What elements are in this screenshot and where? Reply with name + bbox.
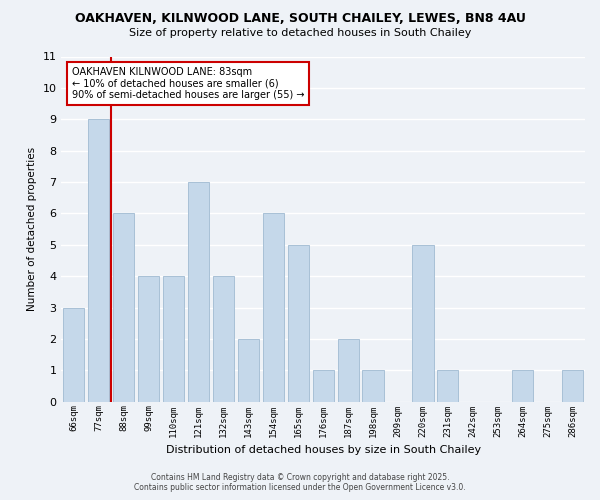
- Bar: [188, 182, 209, 402]
- Bar: [263, 214, 284, 402]
- Bar: [163, 276, 184, 402]
- Bar: [213, 276, 234, 402]
- Text: OAKHAVEN KILNWOOD LANE: 83sqm
← 10% of detached houses are smaller (6)
90% of se: OAKHAVEN KILNWOOD LANE: 83sqm ← 10% of d…: [72, 67, 304, 100]
- Bar: [437, 370, 458, 402]
- Bar: [287, 245, 309, 402]
- Bar: [412, 245, 434, 402]
- Bar: [238, 339, 259, 402]
- Bar: [113, 214, 134, 402]
- Text: Contains HM Land Registry data © Crown copyright and database right 2025.
Contai: Contains HM Land Registry data © Crown c…: [134, 473, 466, 492]
- Bar: [338, 339, 359, 402]
- Bar: [562, 370, 583, 402]
- Bar: [138, 276, 159, 402]
- Text: OAKHAVEN, KILNWOOD LANE, SOUTH CHAILEY, LEWES, BN8 4AU: OAKHAVEN, KILNWOOD LANE, SOUTH CHAILEY, …: [74, 12, 526, 26]
- Y-axis label: Number of detached properties: Number of detached properties: [27, 147, 37, 311]
- Bar: [63, 308, 85, 402]
- Bar: [512, 370, 533, 402]
- X-axis label: Distribution of detached houses by size in South Chailey: Distribution of detached houses by size …: [166, 445, 481, 455]
- Bar: [313, 370, 334, 402]
- Bar: [88, 120, 109, 402]
- Bar: [362, 370, 383, 402]
- Text: Size of property relative to detached houses in South Chailey: Size of property relative to detached ho…: [129, 28, 471, 38]
